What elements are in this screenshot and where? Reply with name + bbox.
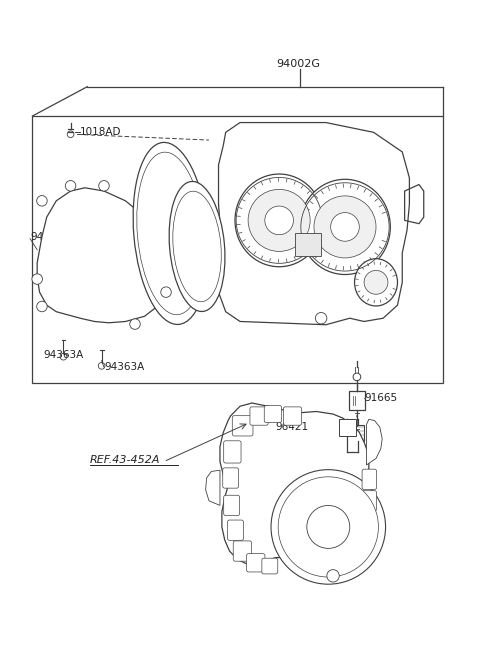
FancyBboxPatch shape: [247, 554, 265, 572]
Ellipse shape: [65, 180, 76, 191]
Text: 96421: 96421: [276, 422, 309, 432]
FancyBboxPatch shape: [283, 407, 301, 425]
Ellipse shape: [133, 142, 208, 325]
FancyBboxPatch shape: [360, 514, 374, 534]
FancyBboxPatch shape: [362, 491, 377, 511]
Text: 94120A: 94120A: [142, 176, 182, 186]
Ellipse shape: [355, 258, 397, 306]
Polygon shape: [37, 188, 173, 323]
Ellipse shape: [173, 191, 221, 302]
FancyBboxPatch shape: [224, 441, 241, 463]
FancyBboxPatch shape: [223, 468, 239, 488]
FancyBboxPatch shape: [349, 391, 365, 409]
Circle shape: [327, 569, 339, 582]
Ellipse shape: [130, 319, 140, 329]
FancyBboxPatch shape: [228, 520, 243, 541]
Ellipse shape: [235, 174, 323, 267]
Text: 94363A: 94363A: [43, 350, 84, 360]
Text: REF.43-452A: REF.43-452A: [90, 455, 160, 464]
FancyBboxPatch shape: [352, 424, 364, 441]
Ellipse shape: [364, 270, 388, 295]
FancyBboxPatch shape: [352, 530, 369, 550]
Ellipse shape: [169, 182, 225, 312]
FancyBboxPatch shape: [224, 495, 240, 516]
Ellipse shape: [271, 470, 385, 584]
FancyBboxPatch shape: [262, 558, 278, 574]
FancyBboxPatch shape: [264, 405, 282, 422]
Ellipse shape: [161, 287, 171, 297]
Ellipse shape: [248, 190, 310, 251]
Polygon shape: [366, 419, 382, 465]
FancyBboxPatch shape: [312, 554, 329, 571]
Ellipse shape: [331, 213, 360, 241]
Ellipse shape: [99, 180, 109, 191]
Ellipse shape: [36, 195, 47, 206]
FancyBboxPatch shape: [232, 416, 253, 436]
FancyBboxPatch shape: [250, 407, 268, 425]
Polygon shape: [220, 403, 369, 564]
Polygon shape: [205, 470, 220, 505]
Ellipse shape: [300, 179, 390, 274]
Ellipse shape: [32, 274, 42, 284]
Ellipse shape: [137, 152, 205, 315]
Ellipse shape: [314, 196, 376, 258]
Ellipse shape: [307, 505, 350, 548]
Text: 1018AD: 1018AD: [80, 127, 121, 137]
Text: 91665: 91665: [364, 393, 397, 403]
Ellipse shape: [278, 477, 378, 577]
Text: 94363A: 94363A: [104, 362, 144, 372]
FancyBboxPatch shape: [339, 419, 356, 436]
FancyBboxPatch shape: [233, 541, 252, 561]
FancyBboxPatch shape: [362, 469, 377, 489]
Text: 94360A: 94360A: [30, 232, 70, 241]
Ellipse shape: [265, 206, 293, 235]
FancyBboxPatch shape: [326, 554, 342, 571]
Ellipse shape: [36, 301, 47, 312]
FancyBboxPatch shape: [295, 233, 321, 256]
Text: 94002G: 94002G: [276, 59, 320, 69]
FancyBboxPatch shape: [341, 546, 357, 564]
